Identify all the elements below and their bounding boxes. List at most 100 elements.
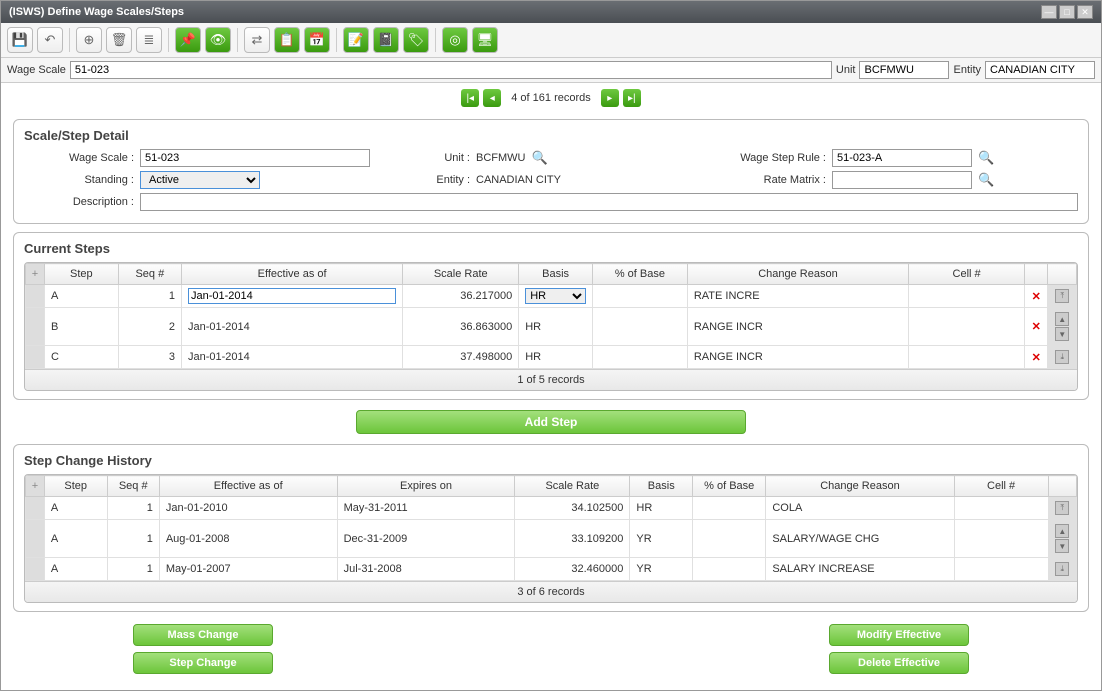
content-area: Scale/Step Detail Wage Scale : Unit : BC… <box>1 113 1101 690</box>
add-icon[interactable]: ⊕ <box>76 27 102 53</box>
unit-filter-input[interactable] <box>859 61 949 79</box>
modify-effective-button[interactable]: Modify Effective <box>829 624 969 646</box>
close-button[interactable]: ✕ <box>1077 5 1093 19</box>
calendar-icon[interactable]: 📅 <box>304 27 330 53</box>
delete-row-icon[interactable]: ✕ <box>1025 346 1048 369</box>
notes-icon[interactable]: 📝 <box>343 27 369 53</box>
save-icon[interactable]: 💾 <box>7 27 33 53</box>
current-steps-footer: 1 of 5 records <box>25 369 1077 390</box>
pin-icon[interactable]: 📌 <box>175 27 201 53</box>
wage-scale-filter-input[interactable] <box>70 61 832 79</box>
table-row[interactable]: C3Jan-01-201437.498000HRRANGE INCR✕⤓ <box>26 346 1077 369</box>
first-record-button[interactable]: |◂ <box>461 89 479 107</box>
wage-step-rule-input[interactable] <box>832 149 972 167</box>
scroll-bottom-icon[interactable]: ⤓ <box>1055 350 1069 364</box>
pct-cell <box>693 497 766 520</box>
undo-icon[interactable]: ↶ <box>37 27 63 53</box>
wage-scale-input[interactable] <box>140 149 370 167</box>
scroll-up-icon[interactable]: ▲ <box>1055 312 1069 326</box>
minimize-button[interactable]: — <box>1041 5 1057 19</box>
column-header: Effective as of <box>159 476 337 497</box>
basis-select[interactable]: HR <box>525 288 586 304</box>
cellnum-cell <box>909 308 1025 346</box>
add-row-icon[interactable]: + <box>26 264 45 285</box>
current-steps-panel: Current Steps +StepSeq #Effective as ofS… <box>13 232 1089 400</box>
rate-cell: 36.217000 <box>403 285 519 308</box>
delete-icon[interactable]: 🗑 <box>106 27 132 53</box>
link-icon[interactable]: ⇄ <box>244 27 270 53</box>
effective-input[interactable] <box>188 288 396 304</box>
clipboard-icon[interactable]: 📋 <box>274 27 300 53</box>
table-row[interactable]: A1Jan-01-2010May-31-201134.102500HRCOLA⤒ <box>26 497 1077 520</box>
pct-cell <box>693 558 766 581</box>
add-step-button[interactable]: Add Step <box>356 410 746 434</box>
add-row-icon[interactable]: + <box>26 476 45 497</box>
effective-cell: Aug-01-2008 <box>159 520 337 558</box>
entity-filter-input[interactable] <box>985 61 1095 79</box>
window-title: (ISWS) Define Wage Scales/Steps <box>9 6 184 18</box>
reason-cell: COLA <box>766 497 954 520</box>
history-title: Step Change History <box>24 453 1078 468</box>
filter-bar: Wage Scale Unit Entity <box>1 58 1101 83</box>
column-header: Change Reason <box>766 476 954 497</box>
tag-icon[interactable]: 🏷 <box>403 27 429 53</box>
maximize-button[interactable]: □ <box>1059 5 1075 19</box>
reason-cell: SALARY/WAGE CHG <box>766 520 954 558</box>
reason-cell: RATE INCRE <box>687 285 908 308</box>
scroll-cell: ▲▼ <box>1048 520 1076 558</box>
unit-lookup-icon[interactable]: 🔍 <box>532 150 548 166</box>
wage-step-rule-lookup-icon[interactable]: 🔍 <box>978 150 994 166</box>
unit-value: BCFMWU <box>476 152 526 164</box>
history-grid: +StepSeq #Effective as ofExpires onScale… <box>24 474 1078 603</box>
pager-text: 4 of 161 records <box>511 92 591 104</box>
target-icon[interactable]: ◎ <box>442 27 468 53</box>
scroll-down-icon[interactable]: ▼ <box>1055 327 1069 341</box>
window-controls: — □ ✕ <box>1041 5 1093 19</box>
wage-scale-label: Wage Scale : <box>24 152 134 164</box>
reason-cell: SALARY INCREASE <box>766 558 954 581</box>
next-record-button[interactable]: ▸ <box>601 89 619 107</box>
spiral-icon[interactable]: 📓 <box>373 27 399 53</box>
prev-record-button[interactable]: ◂ <box>483 89 501 107</box>
description-input[interactable] <box>140 193 1078 211</box>
scroll-cell: ⤓ <box>1048 346 1077 369</box>
column-header: Seq # <box>118 264 181 285</box>
rate-matrix-lookup-icon[interactable]: 🔍 <box>978 172 994 188</box>
column-header: Scale Rate <box>515 476 630 497</box>
step-cell: A <box>44 520 107 558</box>
mass-change-button[interactable]: Mass Change <box>133 624 273 646</box>
last-record-button[interactable]: ▸| <box>623 89 641 107</box>
table-row[interactable]: A1Aug-01-2008Dec-31-200933.109200YRSALAR… <box>26 520 1077 558</box>
step-change-button[interactable]: Step Change <box>133 652 273 674</box>
standing-select[interactable]: Active <box>140 171 260 189</box>
row-handle <box>26 520 45 558</box>
entity-label: Entity : <box>410 174 470 186</box>
row-handle <box>26 558 45 581</box>
delete-col <box>1025 264 1048 285</box>
record-pager: |◂ ◂ 4 of 161 records ▸ ▸| <box>1 83 1101 113</box>
scroll-top-icon[interactable]: ⤒ <box>1055 501 1069 515</box>
scroll-col <box>1048 476 1076 497</box>
seq-cell: 1 <box>107 497 159 520</box>
view-icon[interactable]: 👁 <box>205 27 231 53</box>
rate-matrix-input[interactable] <box>832 171 972 189</box>
scroll-up-icon[interactable]: ▲ <box>1055 524 1069 538</box>
scroll-down-icon[interactable]: ▼ <box>1055 539 1069 553</box>
list-icon[interactable]: ≣ <box>136 27 162 53</box>
table-row[interactable]: A1May-01-2007Jul-31-200832.460000YRSALAR… <box>26 558 1077 581</box>
row-handle <box>26 346 45 369</box>
reason-cell: RANGE INCR <box>687 308 908 346</box>
delete-row-icon[interactable]: ✕ <box>1025 308 1048 346</box>
effective-cell: Jan-01-2010 <box>159 497 337 520</box>
effective-cell: May-01-2007 <box>159 558 337 581</box>
table-row[interactable]: B2Jan-01-201436.863000HRRANGE INCR✕▲▼ <box>26 308 1077 346</box>
seq-cell: 3 <box>118 346 181 369</box>
scroll-cell: ⤒ <box>1048 285 1077 308</box>
screen-icon[interactable]: 🖥 <box>472 27 498 53</box>
scroll-top-icon[interactable]: ⤒ <box>1055 289 1069 303</box>
delete-effective-button[interactable]: Delete Effective <box>829 652 969 674</box>
app-window: (ISWS) Define Wage Scales/Steps — □ ✕ 💾 … <box>0 0 1102 691</box>
delete-row-icon[interactable]: ✕ <box>1025 285 1048 308</box>
table-row[interactable]: A136.217000HRRATE INCRE✕⤒ <box>26 285 1077 308</box>
scroll-bottom-icon[interactable]: ⤓ <box>1055 562 1069 576</box>
